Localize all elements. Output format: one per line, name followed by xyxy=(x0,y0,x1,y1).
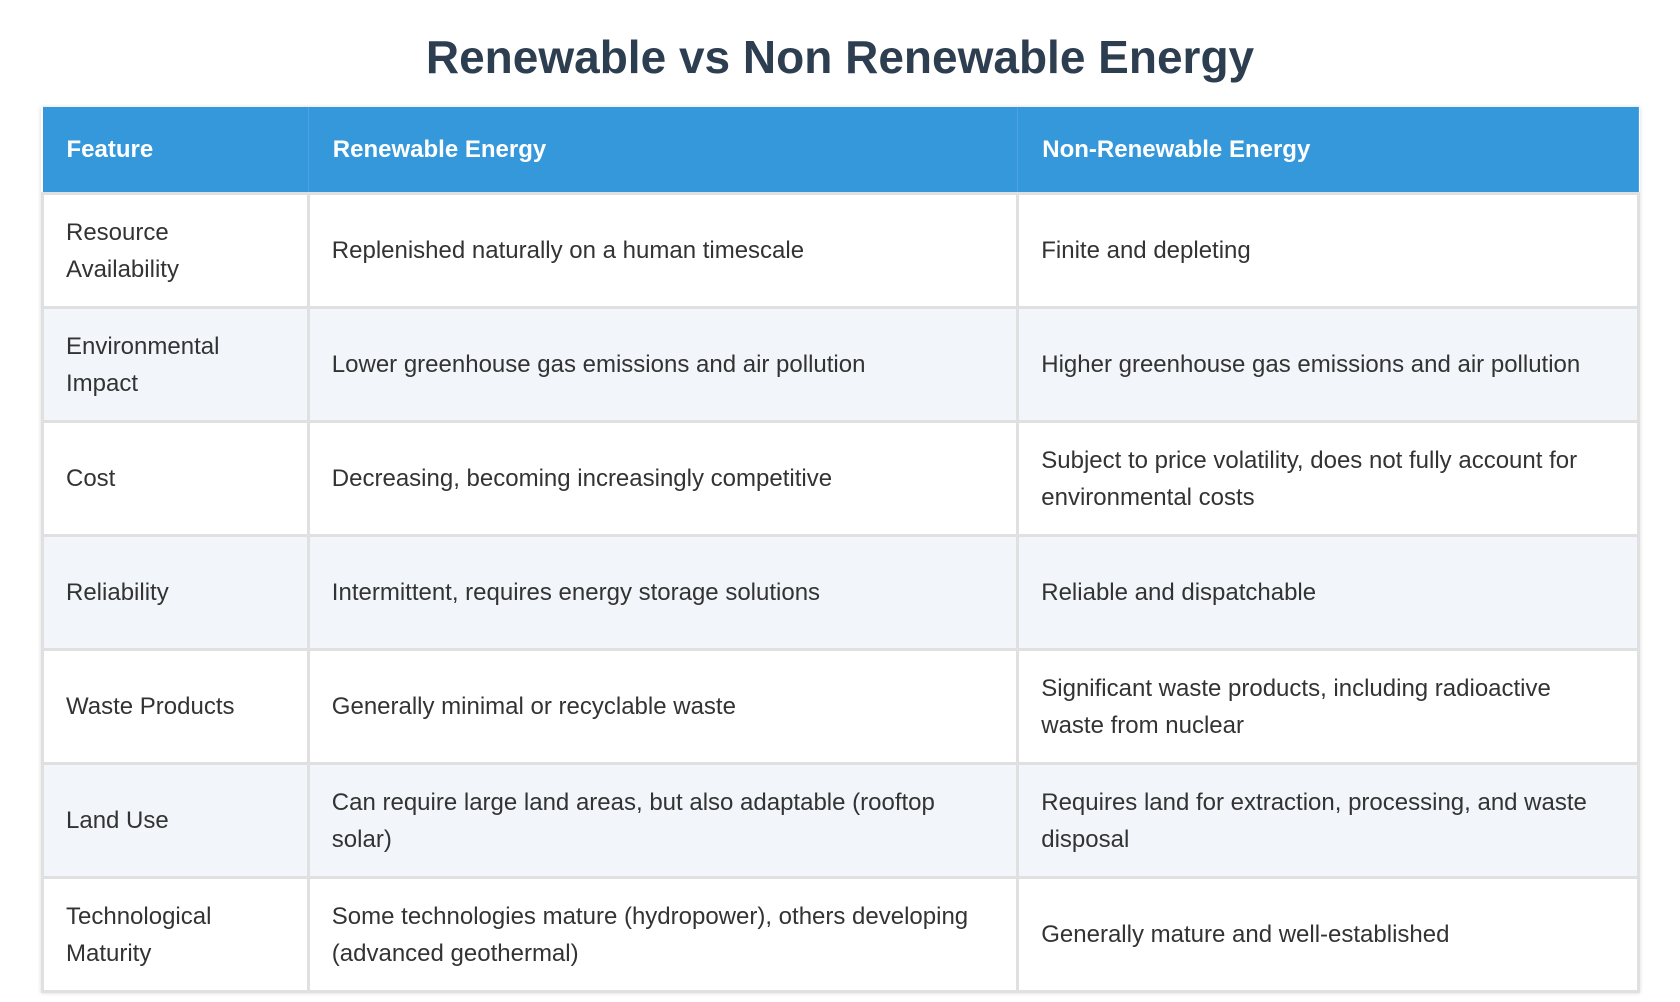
header-row: Feature Renewable Energy Non-Renewable Ene… xyxy=(42,107,1639,194)
table-cell: Reliable and dispatchable xyxy=(1016,534,1640,651)
table-cell: Can require large land areas, but also a… xyxy=(306,762,1020,879)
table-row: Environmental Impact Lower greenhouse gas… xyxy=(41,306,1640,423)
table-cell: Replenished naturally on a human timesca… xyxy=(306,192,1020,309)
table-row: Land Use Can require large land areas, bu… xyxy=(41,762,1640,879)
table-cell: Lower greenhouse gas emissions and air p… xyxy=(306,306,1020,423)
header-cell: Renewable Energy xyxy=(308,107,1019,194)
table-cell: Some technologies mature (hydropower), o… xyxy=(306,876,1020,993)
table-cell: Significant waste products, including ra… xyxy=(1016,648,1640,765)
table-body: Resource Availability Replenished natural… xyxy=(41,192,1640,993)
feature-cell: Reliability xyxy=(41,534,310,651)
table-cell: Requires land for extraction, processing… xyxy=(1016,762,1640,879)
feature-cell: Resource Availability xyxy=(41,192,310,309)
table-row: Technological Maturity Some technologies … xyxy=(41,876,1640,993)
feature-cell: Waste Products xyxy=(41,648,310,765)
feature-cell: Land Use xyxy=(41,762,310,879)
table-row: Cost Decreasing, becoming increasingly co… xyxy=(41,420,1640,537)
table-row: Resource Availability Replenished natural… xyxy=(41,192,1640,309)
table-cell: Subject to price volatility, does not fu… xyxy=(1016,420,1640,537)
table-cell: Decreasing, becoming increasingly compet… xyxy=(306,420,1020,537)
feature-cell: Technological Maturity xyxy=(41,876,310,993)
table-row: Waste Products Generally minimal or recyc… xyxy=(41,648,1640,765)
table-cell: Intermittent, requires energy storage so… xyxy=(306,534,1020,651)
feature-cell: Cost xyxy=(41,420,310,537)
table-cell: Generally minimal or recyclable waste xyxy=(306,648,1020,765)
table-cell: Generally mature and well-established xyxy=(1016,876,1640,993)
feature-cell: Environmental Impact xyxy=(41,306,310,423)
table-row: Reliability Intermittent, requires energy… xyxy=(41,534,1640,651)
table-cell: Finite and depleting xyxy=(1016,192,1640,309)
comparison-table: Feature Renewable Energy Non-Renewable Ene… xyxy=(41,107,1640,993)
table-cell: Higher greenhouse gas emissions and air … xyxy=(1016,306,1640,423)
header-cell: Feature xyxy=(42,107,309,194)
header-cell: Non-Renewable Energy xyxy=(1017,107,1639,194)
page-title: Renewable vs Non Renewable Energy xyxy=(425,31,1255,83)
